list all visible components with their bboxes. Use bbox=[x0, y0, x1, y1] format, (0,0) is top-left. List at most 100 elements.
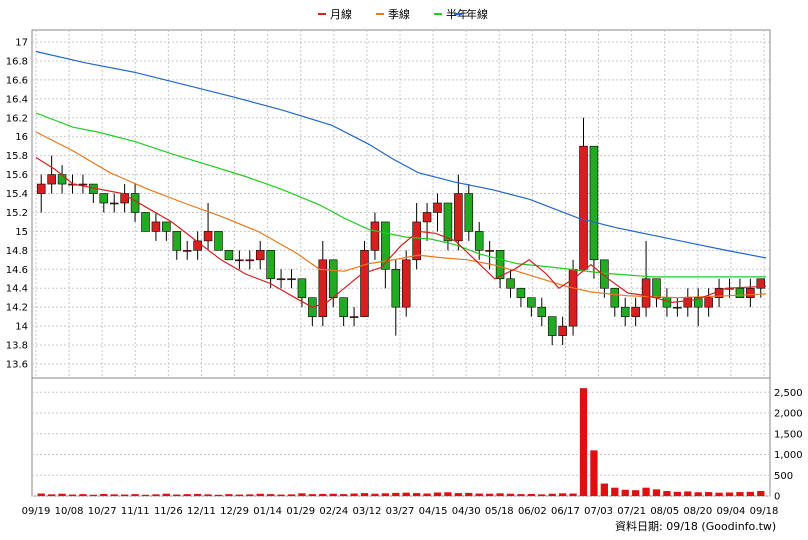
ma-line-year bbox=[35, 50, 767, 259]
price-y-axis: 13.6 13.8 14 14.2 14.4 14.6 14.8 15 15.2 15.4 15.6… bbox=[6, 38, 28, 371]
candle-body bbox=[693, 297, 703, 308]
candle-body bbox=[433, 202, 442, 213]
volume-bar bbox=[475, 493, 483, 496]
candle-body bbox=[464, 193, 474, 232]
volume-bar bbox=[663, 491, 671, 496]
x-tick-label: 01/29 bbox=[286, 506, 315, 517]
x-tick-label: 08/05 bbox=[650, 506, 679, 517]
volume-bar bbox=[120, 494, 129, 496]
x-tick-label: 12/29 bbox=[220, 506, 249, 517]
volume-bar bbox=[652, 489, 661, 496]
moving-average-lines bbox=[35, 50, 767, 308]
price-tick-label: 15 bbox=[15, 227, 28, 238]
volume-bar bbox=[110, 494, 118, 496]
x-tick-label: 07/03 bbox=[584, 506, 613, 517]
volume-tick-label: 1,000 bbox=[774, 450, 803, 461]
price-tick-label: 16.4 bbox=[6, 94, 28, 105]
candle-body bbox=[537, 306, 547, 317]
candle-body bbox=[422, 212, 432, 223]
volume-bar bbox=[141, 494, 150, 496]
volume-y-axis: 0 500 1,000 1,500 2,000 2,500 bbox=[774, 388, 803, 503]
candle-body bbox=[579, 145, 588, 270]
volume-bar bbox=[266, 494, 275, 496]
candle-body bbox=[506, 278, 515, 289]
candle-body bbox=[141, 212, 150, 232]
volume-bar bbox=[204, 494, 212, 496]
volume-bar bbox=[392, 492, 400, 496]
volume-grid bbox=[32, 391, 770, 497]
candle-body bbox=[297, 278, 307, 299]
volume-bar bbox=[183, 494, 191, 496]
candle-body bbox=[57, 174, 67, 185]
volume-bar bbox=[58, 493, 66, 496]
candle-body bbox=[547, 316, 557, 336]
candle-body bbox=[381, 221, 390, 270]
candle-body bbox=[328, 259, 338, 299]
price-tick-label: 16.8 bbox=[6, 56, 28, 67]
volume-bar bbox=[308, 494, 317, 496]
x-tick-label: 09/18 bbox=[750, 506, 779, 517]
x-tick-label: 04/15 bbox=[419, 506, 448, 517]
volume-bar bbox=[433, 492, 442, 496]
volume-bar bbox=[235, 494, 244, 496]
price-plot-area bbox=[31, 29, 771, 379]
ma-line-half bbox=[35, 112, 766, 278]
price-tick-label: 13.6 bbox=[6, 360, 28, 371]
candle-body bbox=[454, 193, 463, 242]
x-tick-label: 08/20 bbox=[683, 506, 712, 517]
volume-bar bbox=[298, 493, 306, 496]
candle-body bbox=[109, 202, 119, 205]
candle-body bbox=[589, 145, 599, 261]
volume-bar bbox=[673, 491, 682, 496]
volume-bar bbox=[725, 492, 734, 496]
volume-bar bbox=[371, 493, 379, 496]
candle-body bbox=[360, 250, 369, 317]
candle-body bbox=[735, 287, 745, 299]
candle-body bbox=[401, 259, 411, 308]
price-tick-label: 14.2 bbox=[6, 303, 28, 314]
volume-plot-area bbox=[31, 377, 771, 497]
volume-bar bbox=[611, 487, 619, 496]
volume-bar bbox=[329, 493, 337, 496]
price-tick-label: 15.8 bbox=[6, 151, 28, 162]
candle-body bbox=[255, 250, 265, 261]
volume-bar bbox=[214, 494, 223, 496]
candle-body bbox=[631, 306, 640, 317]
x-tick-label: 10/27 bbox=[88, 506, 117, 517]
candle-body bbox=[349, 316, 359, 318]
volume-tick-label: 1,500 bbox=[774, 429, 803, 440]
volume-tick-label: 500 bbox=[774, 471, 793, 482]
candle-body bbox=[746, 287, 755, 299]
volume-bar bbox=[287, 494, 296, 496]
candle-body bbox=[162, 221, 171, 232]
volume-bar bbox=[631, 490, 640, 496]
candle-body bbox=[78, 183, 88, 186]
candle-body bbox=[652, 278, 661, 299]
candle-body bbox=[235, 259, 244, 262]
volume-bar bbox=[173, 494, 181, 496]
ma-line-month bbox=[35, 156, 767, 308]
volume-bar bbox=[454, 493, 463, 496]
volume-bar bbox=[590, 450, 598, 496]
candle-body bbox=[224, 250, 234, 261]
volume-bar bbox=[538, 494, 546, 496]
candle-body bbox=[245, 259, 255, 262]
x-tick-label: 11/26 bbox=[154, 506, 183, 517]
price-tick-label: 14.8 bbox=[6, 246, 28, 257]
price-tick-label: 13.8 bbox=[6, 341, 28, 352]
x-tick-label: 06/02 bbox=[518, 506, 547, 517]
candle-body bbox=[516, 287, 526, 299]
volume-bar bbox=[402, 492, 410, 496]
price-tick-label: 16.2 bbox=[6, 113, 28, 124]
x-tick-label: 03/27 bbox=[386, 506, 415, 517]
volume-bar bbox=[715, 492, 723, 496]
x-tick-label: 11/11 bbox=[121, 506, 150, 517]
volume-bar bbox=[225, 494, 233, 496]
candle-body bbox=[641, 278, 651, 308]
price-tick-label: 14.4 bbox=[6, 284, 28, 295]
volume-bar bbox=[319, 493, 327, 496]
volume-bar bbox=[423, 493, 431, 496]
candle-body bbox=[568, 268, 578, 327]
price-tick-label: 16.6 bbox=[6, 75, 28, 86]
volume-tick-label: 2,500 bbox=[774, 388, 803, 399]
